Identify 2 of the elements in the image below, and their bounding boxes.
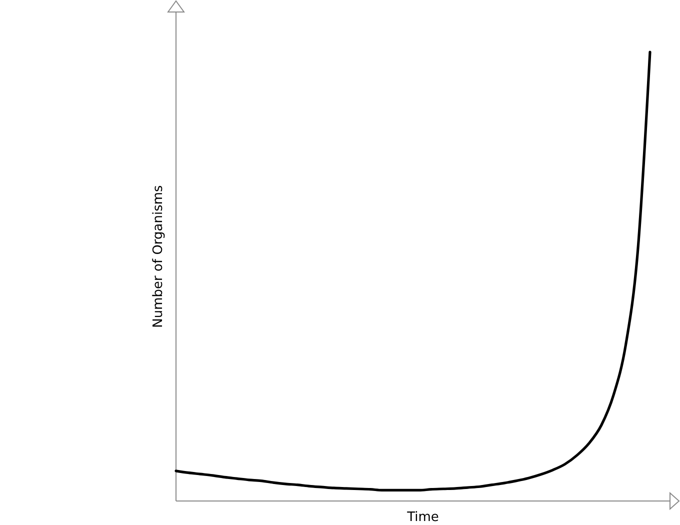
x-axis-title: Time (406, 510, 439, 525)
y-axis-title: Number of Organisms (151, 184, 166, 328)
